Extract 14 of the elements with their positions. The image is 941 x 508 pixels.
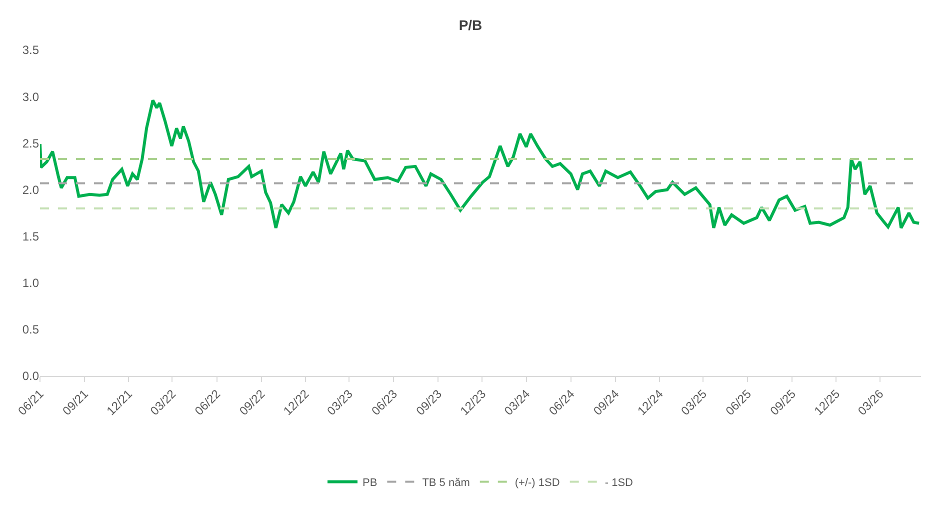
legend-label: PB — [362, 477, 378, 490]
y-tick-label: 1.5 — [22, 229, 40, 244]
y-tick-label: 0.5 — [22, 322, 40, 337]
y-tick-label: 3.5 — [22, 43, 40, 58]
y-tick-label: 0.0 — [22, 369, 40, 384]
y-tick-label: 3.0 — [22, 90, 40, 104]
y-tick-label: 2.5 — [22, 136, 40, 150]
y-tick-label: 2.0 — [22, 182, 40, 197]
legend-label: (+/-) 1SD — [514, 477, 560, 490]
line-series — [40, 98, 921, 230]
chart-title: P/B — [458, 17, 482, 34]
legend-label: - 1SD — [604, 477, 634, 490]
legend-label: TB 5 năm — [422, 477, 470, 490]
y-tick-label: 1.0 — [22, 276, 40, 290]
